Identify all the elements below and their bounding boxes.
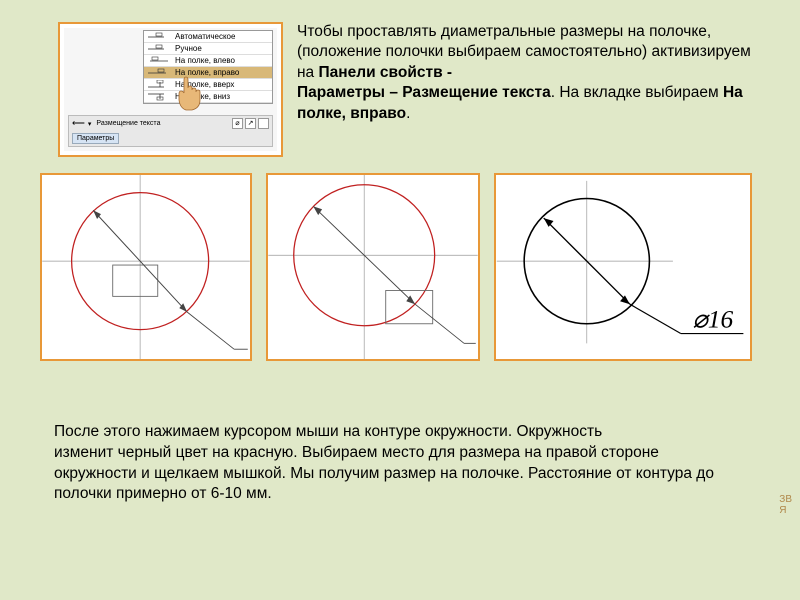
tab-parameters: Параметры [72,133,119,144]
dropdown-item: На полке, вверх [144,79,272,91]
properties-bottom-bar: ⟵ ▾ Размещение текста ⌀ ↗ Параметры [68,115,273,147]
dropdown-item: Ручное [144,43,272,55]
text-bold: Панели свойств - [319,64,453,81]
dd-label: Ручное [175,44,202,53]
text: Я [779,505,786,516]
dd-label: На полке, влево [175,56,235,65]
hand-cursor-icon [174,76,206,112]
diagram-step-1 [40,173,252,361]
dropdown-item: На полке, влево [144,55,272,67]
dropdown-item-selected: На полке, вправо [144,67,272,79]
svg-text:⌀16: ⌀16 [692,305,733,334]
corner-label: ЗВ Я [779,494,792,516]
instruction-paragraph: Чтобы проставлять диаметральные размеры … [297,22,782,157]
text: . На вкладке выбираем [551,84,723,101]
text-placement-dropdown: Автоматическое Ручное На полке, влево На… [143,30,273,104]
diagram-step-2 [266,173,480,361]
dropdown-item: Автоматическое [144,31,272,43]
diagram-step-3: ⌀16 [494,173,752,361]
properties-panel-screenshot: Автоматическое Ручное На полке, влево На… [58,22,283,157]
text: изменит черный цвет на красную. Выбираем… [54,444,714,503]
dropdown-item: На полке, вниз [144,91,272,103]
field-label: Размещение текста [96,120,160,127]
diagrams-row: ⌀16 [0,167,800,361]
text: ЗВ [779,494,792,505]
text: После этого нажимаем курсором мыши на ко… [54,423,602,440]
text-bold: Параметры – Размещение текста [297,84,551,101]
bottom-paragraph: После этого нажимаем курсором мыши на ко… [54,422,734,505]
text: . [406,105,410,122]
dd-label: Автоматическое [175,32,235,41]
